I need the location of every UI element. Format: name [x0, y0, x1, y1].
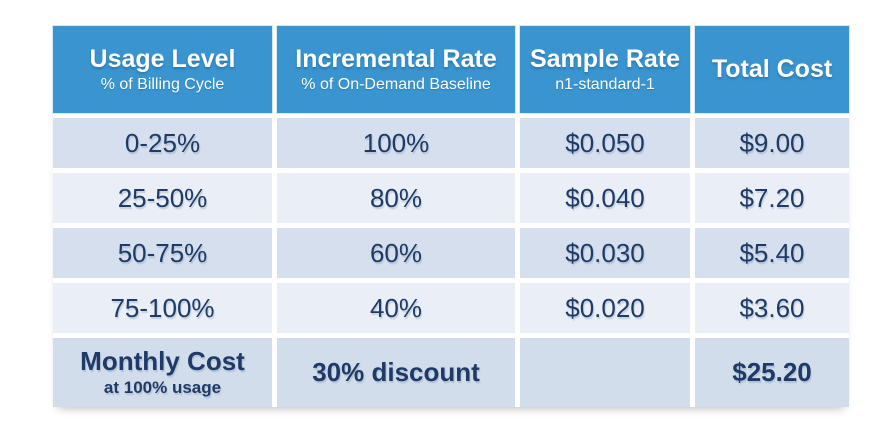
pricing-table: Usage Level % of Billing Cycle Increment…	[53, 26, 849, 407]
header-cell-incremental-rate: Incremental Rate % of On-Demand Baseline	[277, 26, 515, 113]
footer-cell-empty	[520, 338, 690, 407]
footer-cell-discount: 30% discount	[277, 338, 515, 407]
table-cell: $0.050	[520, 118, 690, 168]
table-cell: 0-25%	[53, 118, 272, 168]
column-title: Total Cost	[711, 55, 833, 84]
table-cell: $0.030	[520, 228, 690, 278]
table-cell: $0.020	[520, 283, 690, 333]
table-cell: $9.00	[695, 118, 849, 168]
table-cell: $3.60	[695, 283, 849, 333]
table-cell: 25-50%	[53, 173, 272, 223]
table-cell: 100%	[277, 118, 515, 168]
column-subtitle: % of Billing Cycle	[100, 76, 225, 94]
table-cell: 60%	[277, 228, 515, 278]
header-cell-total-cost: Total Cost	[695, 26, 849, 113]
table-cell: 40%	[277, 283, 515, 333]
column-subtitle: % of On-Demand Baseline	[301, 76, 491, 94]
column-title: Sample Rate	[529, 44, 681, 73]
footer-title: Monthly Cost	[80, 346, 245, 377]
header-cell-usage-level: Usage Level % of Billing Cycle	[53, 26, 272, 113]
footer-cell-total: $25.20	[695, 338, 849, 407]
column-title: Usage Level	[89, 44, 236, 73]
pricing-table-grid: Usage Level % of Billing Cycle Increment…	[53, 26, 849, 407]
table-cell: 75-100%	[53, 283, 272, 333]
header-cell-sample-rate: Sample Rate n1-standard-1	[520, 26, 690, 113]
column-title: Incremental Rate	[295, 44, 497, 73]
table-cell: 50-75%	[53, 228, 272, 278]
footer-cell-monthly-cost: Monthly Cost at 100% usage	[53, 338, 272, 407]
table-cell: 80%	[277, 173, 515, 223]
column-subtitle: n1-standard-1	[555, 76, 655, 94]
table-cell: $7.20	[695, 173, 849, 223]
table-cell: $5.40	[695, 228, 849, 278]
table-cell: $0.040	[520, 173, 690, 223]
footer-subtitle: at 100% usage	[103, 377, 222, 397]
